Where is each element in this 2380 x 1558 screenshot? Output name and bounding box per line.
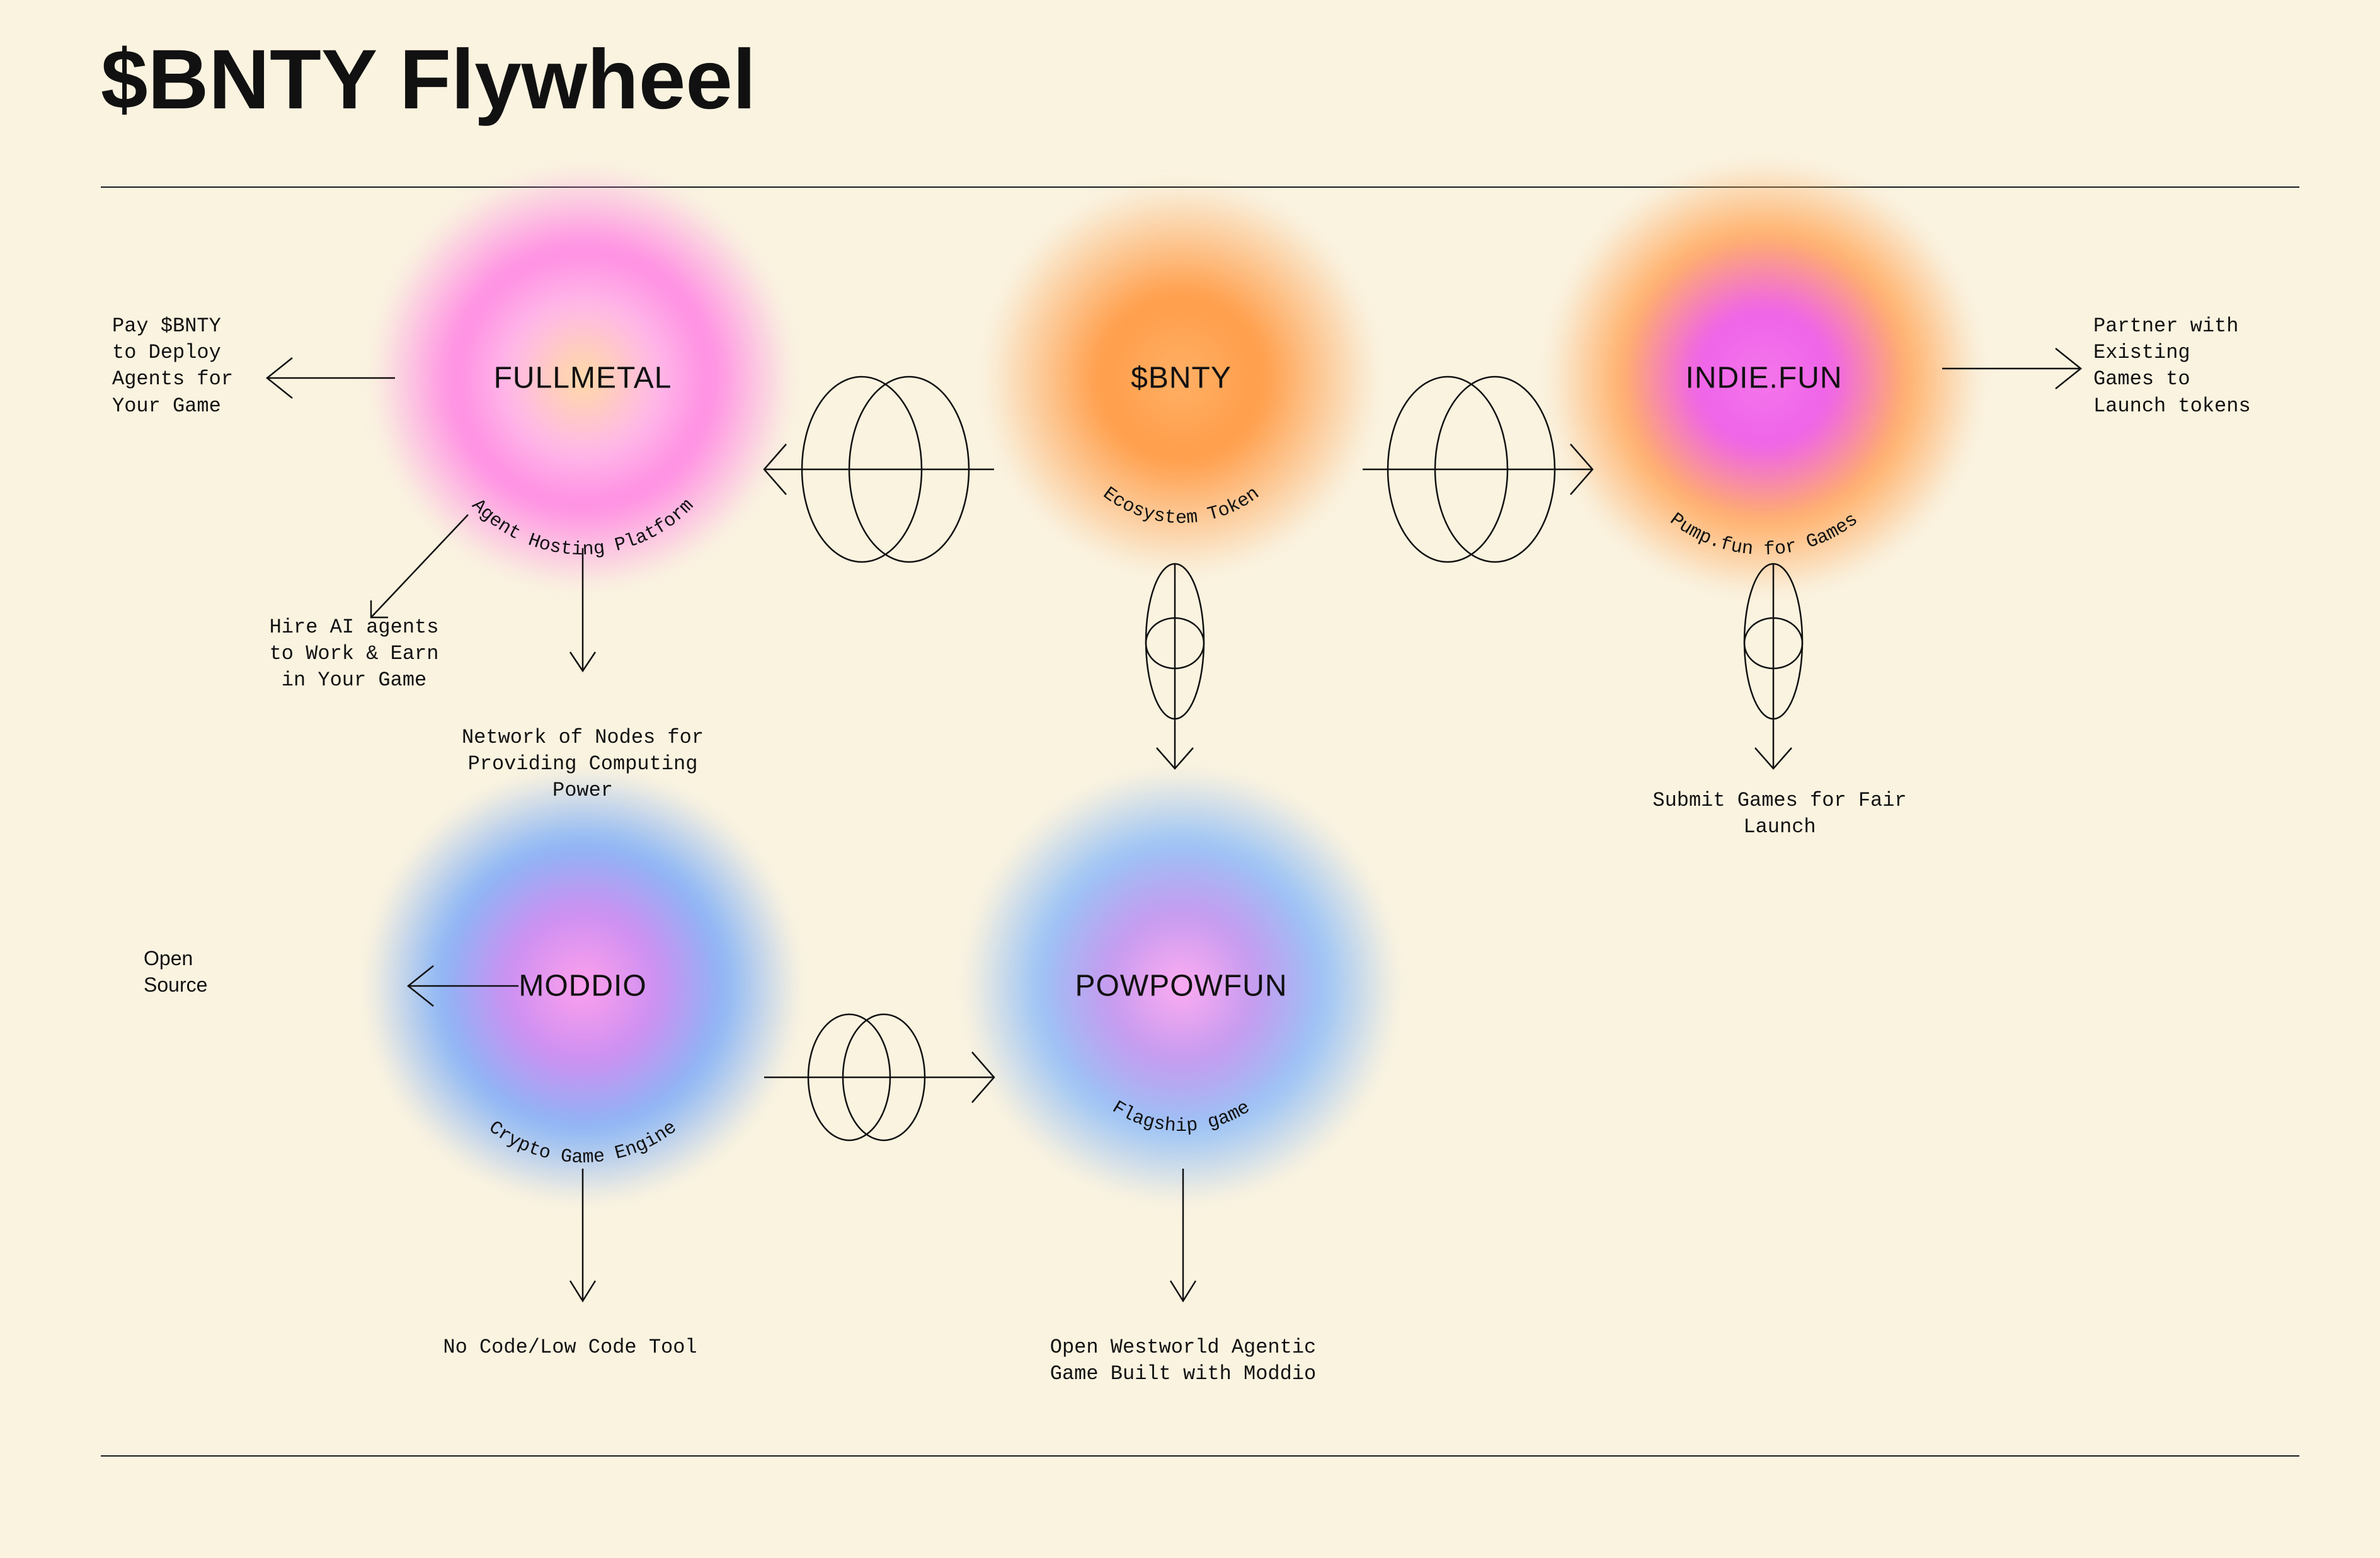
svg-text:Pump.fun for Games: Pump.fun for Games xyxy=(1666,509,1862,561)
svg-text:Ecosystem Token: Ecosystem Token xyxy=(1099,483,1264,529)
svg-text:Crypto Game Engine: Crypto Game Engine xyxy=(484,1117,681,1169)
svg-text:Flagship game: Flagship game xyxy=(1108,1097,1254,1137)
